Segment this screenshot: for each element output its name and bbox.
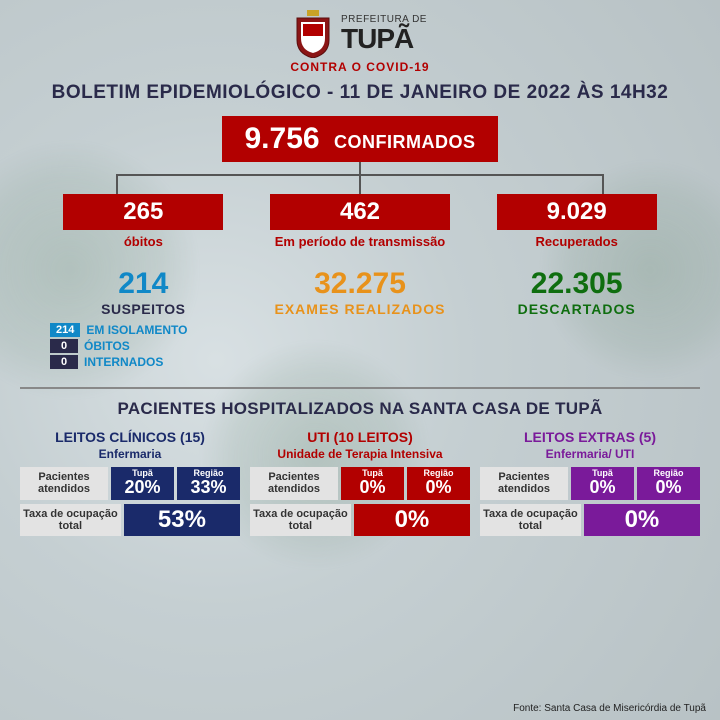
clinic-regiao-box: Região 33% [177,467,240,500]
extras-sub: Enfermaria/ UTI [480,447,700,461]
uti-attended-label: Pacientes atendidos [250,467,338,500]
deaths-stat: 265 óbitos [40,194,247,249]
clinic-total-pct: 53% [158,507,206,533]
source-label: Fonte: Santa Casa de Misericórdia de Tup… [513,703,706,714]
confirmed-box: 9.756 CONFIRMADOS [222,116,497,162]
extras-head: LEITOS EXTRAS (5) [480,429,700,445]
discarded-value: 22.305 [473,267,680,301]
uti-column: UTI (10 LEITOS) Unidade de Terapia Inten… [250,429,470,540]
clinic-head: LEITOS CLÍNICOS (15) [20,429,240,445]
hospital-grid: LEITOS CLÍNICOS (15) Enfermaria Paciente… [20,429,700,540]
isolation-badge: 214 [50,323,80,337]
confirmed-value: 9.756 [244,122,319,156]
extras-attended-label: Pacientes atendidos [480,467,568,500]
subtitle: CONTRA O COVID-19 [20,60,700,74]
uti-regiao-box: Região 0% [407,467,470,500]
extras-tupa-box: Tupã 0% [571,467,634,500]
susp-deaths-badge: 0 [50,339,78,353]
suspects-breakdown: 214 EM ISOLAMENTO 0 ÓBITOS 0 INTERNADOS [50,323,247,369]
susp-deaths-label: ÓBITOS [84,339,130,353]
susp-hosp-badge: 0 [50,355,78,369]
uti-sub: Unidade de Terapia Intensiva [250,447,470,461]
clinic-column: LEITOS CLÍNICOS (15) Enfermaria Paciente… [20,429,240,540]
recovered-label: Recuperados [473,234,680,249]
uti-head: UTI (10 LEITOS) [250,429,470,445]
extras-regiao-pct: 0% [655,478,681,498]
susp-hosp-label: INTERNADOS [84,355,163,369]
uti-tupa-box: Tupã 0% [341,467,404,500]
triad-row: 265 óbitos 462 Em período de transmissão… [40,194,680,249]
deaths-value: 265 [63,194,223,230]
confirmed-label: CONFIRMADOS [334,132,476,153]
clinic-attended-label: Pacientes atendidos [20,467,108,500]
hospital-title: PACIENTES HOSPITALIZADOS NA SANTA CASA D… [20,399,700,419]
transmission-label: Em período de transmissão [257,234,464,249]
transmission-value: 462 [270,194,450,230]
uti-occupancy-label: Taxa de ocupação total [250,504,351,536]
uti-tupa-pct: 0% [359,478,385,498]
clinic-regiao-pct: 33% [190,478,226,498]
bulletin-title: BOLETIM EPIDEMIOLÓGICO - 11 DE JANEIRO D… [20,82,700,104]
exams-label: EXAMES REALIZADOS [257,301,464,317]
secondary-row: 214 SUSPEITOS 214 EM ISOLAMENTO 0 ÓBITOS… [40,267,680,371]
discarded-label: DESCARTADOS [473,301,680,317]
uti-regiao-pct: 0% [425,478,451,498]
city-crest-icon [293,10,333,58]
header: PREFEITURA DE TUPÃ CONTRA O COVID-19 [20,10,700,74]
extras-total-pct: 0% [625,507,660,533]
recovered-stat: 9.029 Recuperados [473,194,680,249]
exams-col: 32.275 EXAMES REALIZADOS [257,267,464,371]
divider [20,387,700,389]
uti-total-box: 0% [354,504,470,536]
suspects-value: 214 [40,267,247,301]
clinic-occupancy-label: Taxa de ocupação total [20,504,121,536]
clinic-total-box: 53% [124,504,240,536]
exams-value: 32.275 [257,267,464,301]
transmission-stat: 462 Em período de transmissão [257,194,464,249]
suspects-col: 214 SUSPEITOS 214 EM ISOLAMENTO 0 ÓBITOS… [40,267,247,371]
recovered-value: 9.029 [497,194,657,230]
clinic-tupa-box: Tupã 20% [111,467,174,500]
discarded-col: 22.305 DESCARTADOS [473,267,680,371]
deaths-label: óbitos [40,234,247,249]
extras-total-box: 0% [584,504,700,536]
suspects-label: SUSPEITOS [40,301,247,317]
extras-tupa-pct: 0% [589,478,615,498]
city-name: TUPÃ [341,25,413,53]
clinic-tupa-pct: 20% [124,478,160,498]
uti-total-pct: 0% [395,507,430,533]
extras-occupancy-label: Taxa de ocupação total [480,504,581,536]
isolation-label: EM ISOLAMENTO [86,323,187,337]
tree-connector [40,162,680,194]
clinic-sub: Enfermaria [20,447,240,461]
extras-regiao-box: Região 0% [637,467,700,500]
extras-column: LEITOS EXTRAS (5) Enfermaria/ UTI Pacien… [480,429,700,540]
